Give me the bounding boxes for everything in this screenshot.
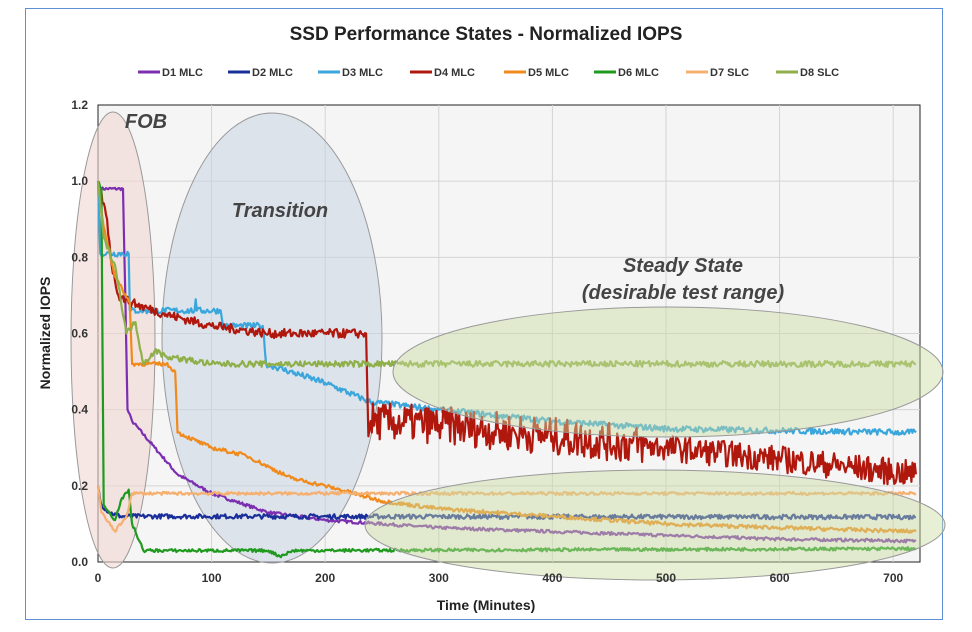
y-tick-label: 1.2 [71,98,88,112]
legend-item: D1 MLC [138,67,203,79]
axis-ticks: 0 100 200 300 400 500 600 700 0.0 0.2 0.4 0.6 0.8 1.0… [71,98,903,585]
legend-label: D2 MLC [252,67,293,79]
x-tick-label: 600 [770,571,790,585]
x-tick-label: 700 [883,571,903,585]
y-tick-label: 0.8 [71,250,88,264]
x-tick-label: 500 [656,571,676,585]
legend-item: D7 SLC [686,67,749,79]
legend-item: D2 MLC [228,67,293,79]
series-lines [96,180,917,559]
x-axis-label: Time (Minutes) [437,597,536,613]
y-tick-label: 0.0 [71,555,88,569]
y-tick-label: 0.2 [71,479,88,493]
legend-label: D4 MLC [434,67,475,79]
series-line-d5-mlc [96,181,917,534]
annotation-steady-state: Steady State [623,255,743,277]
annotation-transition: Transition [232,200,328,222]
x-tick-label: 100 [202,571,222,585]
legend-label: D3 MLC [342,67,383,79]
series-line-d4-mlc [96,181,917,486]
chart-title: SSD Performance States - Normalized IOPS [290,24,683,45]
x-tick-label: 200 [315,571,335,585]
legend-item: D5 MLC [504,67,569,79]
series-line-d8-slc [96,181,916,369]
legend-label: D1 MLC [162,67,203,79]
legend-item: D4 MLC [410,67,475,79]
legend-label: D7 SLC [710,67,749,79]
legend-label: D5 MLC [528,67,569,79]
series-line-d3-mlc [96,181,917,436]
series-line-d2-mlc [96,485,917,521]
y-axis-label: Normalized IOPS [37,277,53,390]
legend-label: D6 MLC [618,67,659,79]
fob-region [70,111,156,569]
annotation-fob: FOB [125,111,167,133]
legend-item: D8 SLC [776,67,839,79]
legend-label: D8 SLC [800,67,839,79]
steady-state-upper-region [392,306,944,438]
y-tick-label: 0.4 [71,403,88,417]
legend-item: D6 MLC [594,67,659,79]
x-tick-label: 300 [429,571,449,585]
y-tick-label: 0.6 [71,327,88,341]
series-line-d1-mlc [96,180,917,544]
legend: D1 MLC D2 MLC D3 MLC D4 MLC D5 MLC D6 MLC D7 S… [138,67,839,79]
chart-frame [25,8,943,620]
x-tick-label: 400 [542,571,562,585]
y-tick-label: 1.0 [71,174,88,188]
steady-state-lower-region [364,469,946,581]
x-tick-label: 0 [95,571,102,585]
series-line-d7-slc [96,485,917,533]
annotation-test-range: (desirable test range) [582,282,785,304]
steady-state-regions [364,306,946,581]
legend-item: D3 MLC [318,67,383,79]
series-line-d6-mlc [97,180,917,559]
